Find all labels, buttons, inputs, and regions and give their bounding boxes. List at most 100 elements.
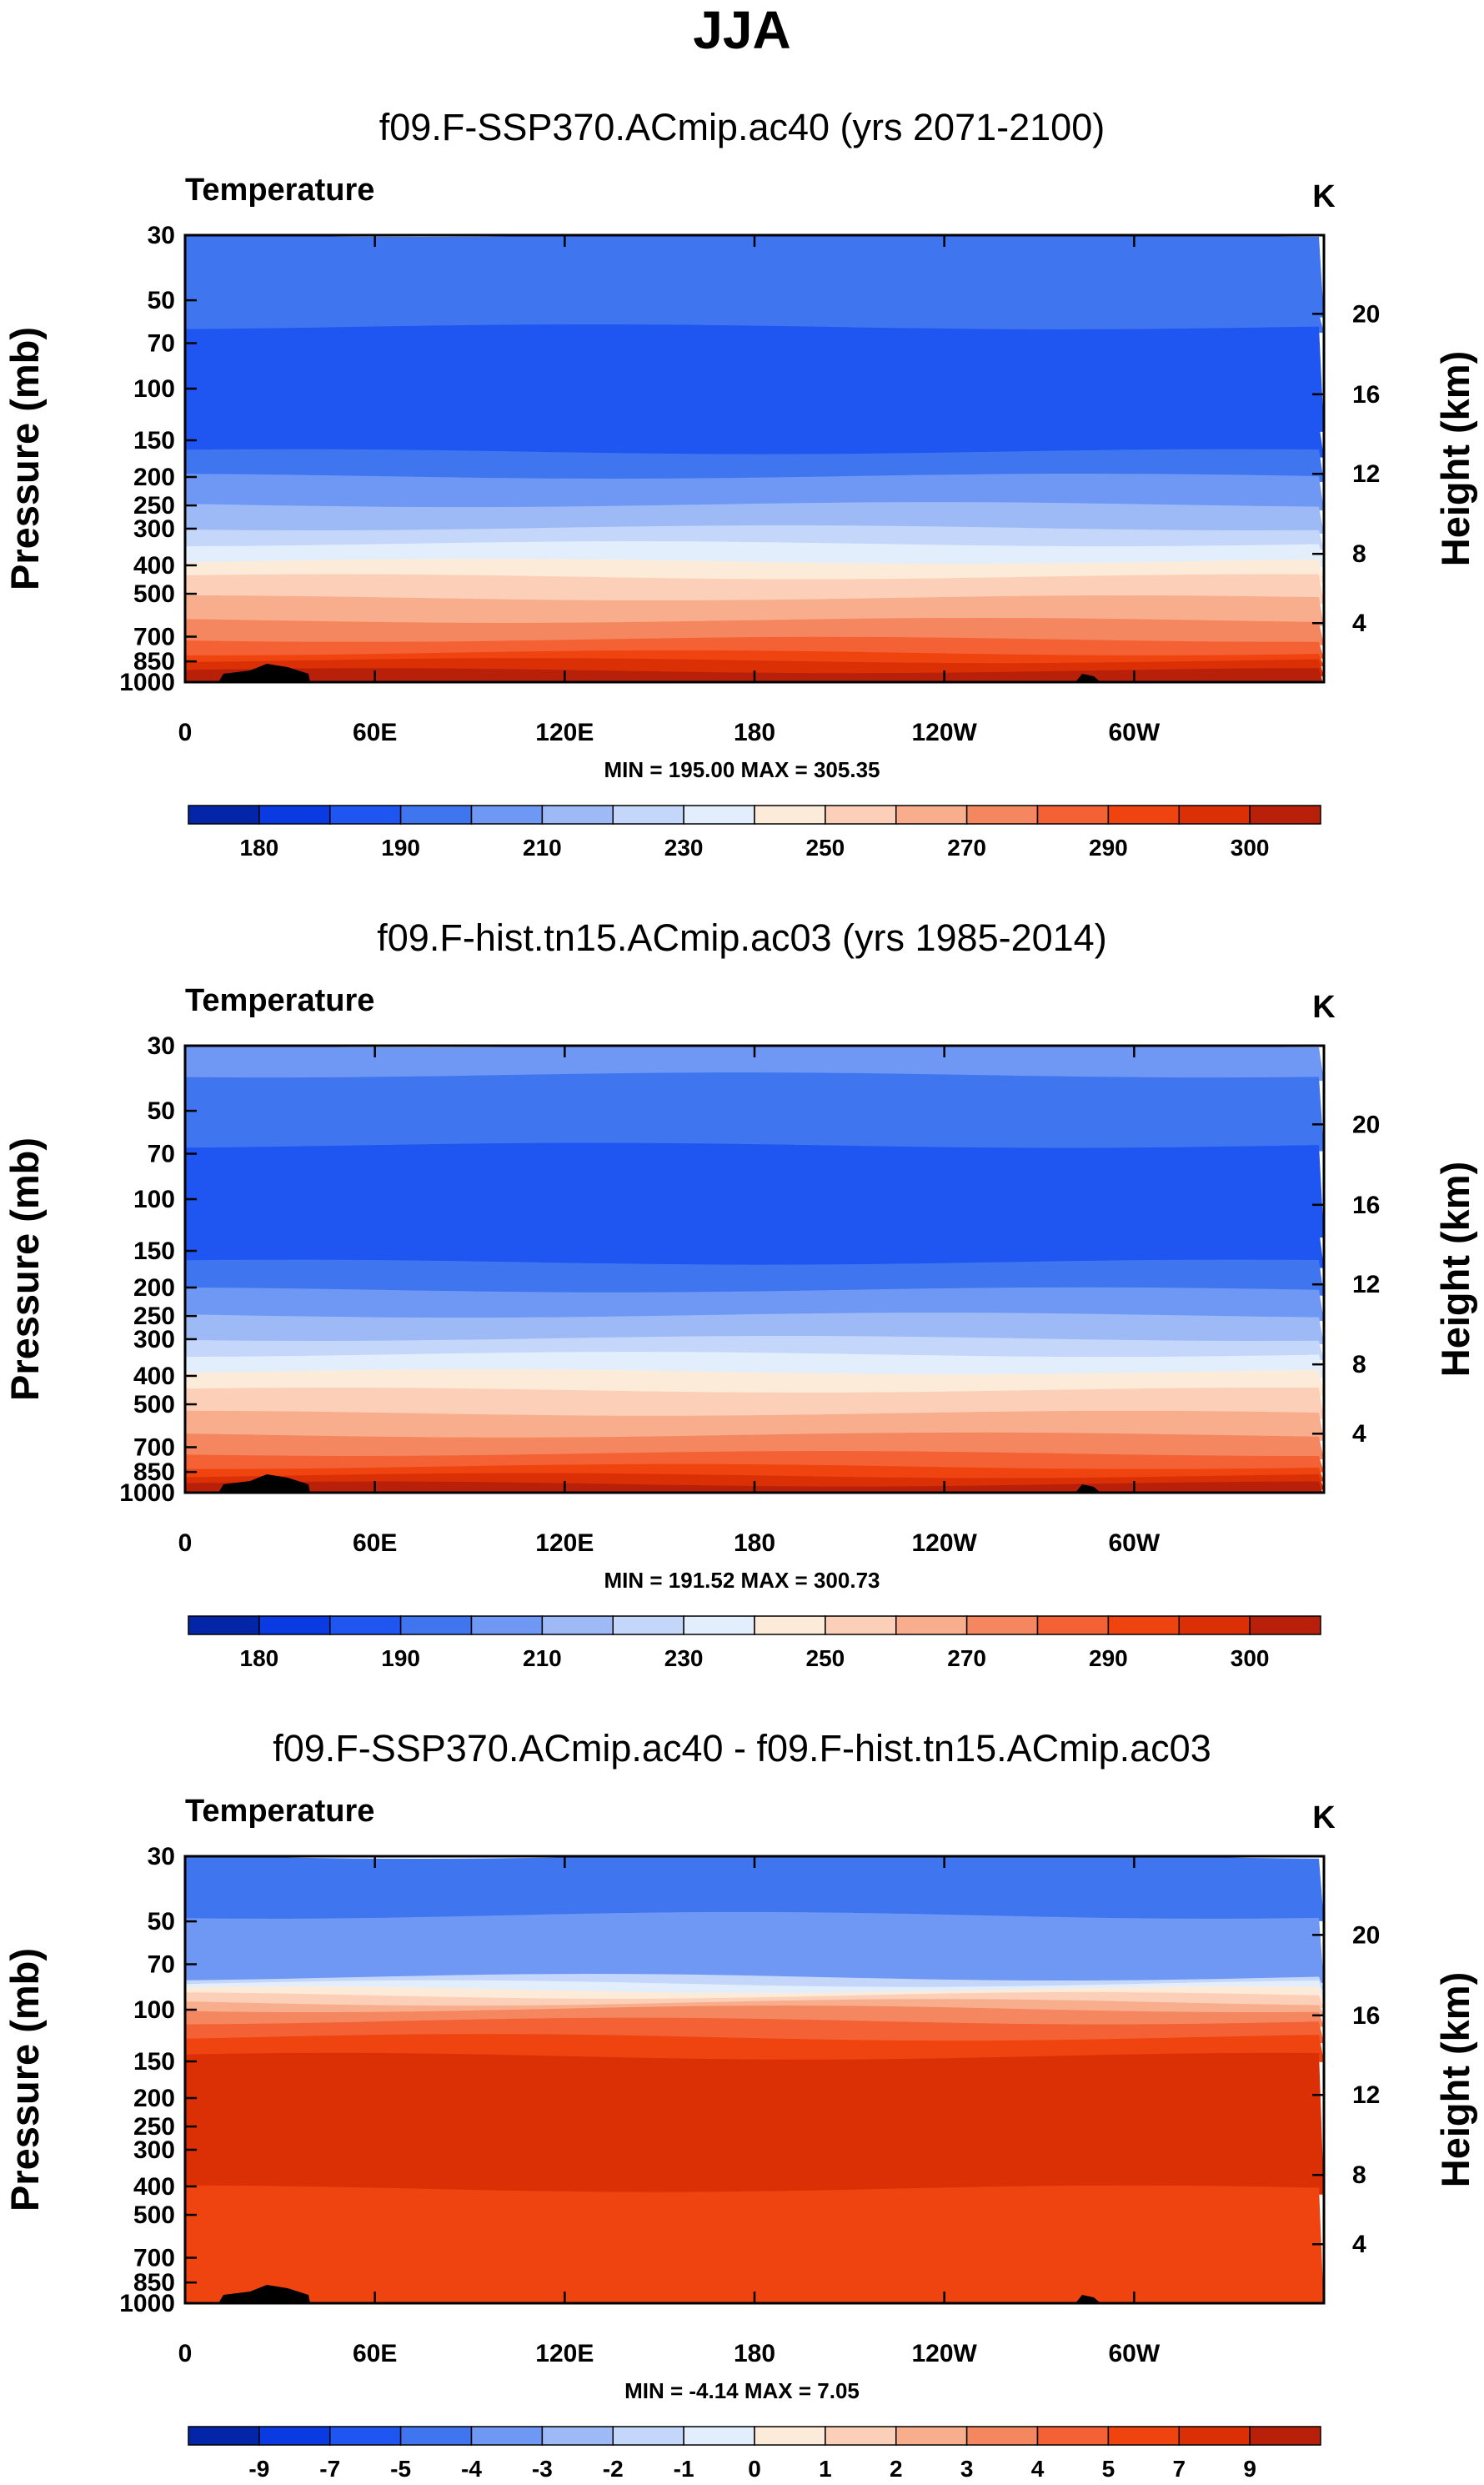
y-tick-label: 100 <box>133 375 175 403</box>
colorbar-box <box>541 1615 614 1635</box>
contour-field <box>185 1046 1324 1493</box>
colorbar-label: 250 <box>806 835 845 861</box>
y-tick-label: 30 <box>148 1843 175 1870</box>
contour-band <box>185 1911 1324 1984</box>
x-tick-label: 60E <box>353 719 397 746</box>
colorbar-label: 270 <box>947 1645 986 1671</box>
units-label: K <box>1312 179 1336 214</box>
contour-band <box>185 235 1324 318</box>
colorbar-box <box>683 1615 755 1635</box>
colorbar-label: 180 <box>240 835 279 861</box>
colorbar-box <box>825 805 897 825</box>
y-tick-label: 300 <box>133 2136 175 2164</box>
y-tick-label: 150 <box>133 1237 175 1265</box>
contour-band <box>185 1046 1324 1082</box>
land-mask <box>1075 2295 1100 2303</box>
colorbar-label: 7 <box>1172 2456 1186 2481</box>
y-right-tick-label: 20 <box>1352 1111 1380 1138</box>
y-tick-label: 70 <box>148 330 175 358</box>
x-tick-label: 0 <box>178 719 193 746</box>
chart-panel-1: f09.F-SSP370.ACmip.ac40 (yrs 2071-2100)T… <box>3 106 1477 861</box>
colorbar-label: 270 <box>947 835 986 861</box>
colorbar-label: 190 <box>381 1645 420 1671</box>
y-tick-label: 1000 <box>119 669 175 696</box>
colorbar-box <box>1107 2426 1180 2446</box>
colorbar-box <box>1036 2426 1110 2446</box>
y-right-axis-title: Height (km) <box>1433 1972 1477 2188</box>
y-tick-label: 200 <box>133 464 175 491</box>
contour-band <box>185 2185 1324 2303</box>
contour-band <box>185 423 1324 458</box>
y-right-tick-label: 12 <box>1352 460 1380 488</box>
y-tick-label: 70 <box>148 1141 175 1168</box>
y-right-axis-title: Height (km) <box>1433 351 1477 567</box>
colorbar-box <box>754 1615 826 1635</box>
x-tick-label: 120W <box>911 719 977 746</box>
x-tick-label: 0 <box>178 1529 193 1557</box>
x-tick-label: 120E <box>535 719 594 746</box>
y-tick-label: 250 <box>133 1303 175 1330</box>
colorbar-label: -9 <box>248 2456 269 2481</box>
y-tick-label: 30 <box>148 1032 175 1060</box>
colorbar-box <box>683 805 755 825</box>
colorbar-label: 5 <box>1102 2456 1116 2481</box>
colorbar-box <box>1178 805 1251 825</box>
colorbar-box <box>1107 1615 1180 1635</box>
colorbar-label: 290 <box>1089 835 1128 861</box>
contour-field <box>185 1856 1324 2303</box>
contour-band <box>185 1259 1324 1296</box>
colorbar-label: 0 <box>748 2456 761 2481</box>
y-right-tick-label: 4 <box>1352 2231 1366 2258</box>
colorbar-box <box>399 805 473 825</box>
colorbar-box <box>470 1615 544 1635</box>
y-tick-label: 150 <box>133 2048 175 2076</box>
contour-band <box>185 1287 1324 1322</box>
colorbar-label: -4 <box>461 2456 482 2481</box>
colorbar-box <box>188 1615 260 1635</box>
y-right-tick-label: 4 <box>1352 610 1366 637</box>
colorbar-label: 190 <box>381 835 420 861</box>
contour-band <box>185 324 1324 432</box>
x-tick-label: 60E <box>353 1529 397 1557</box>
colorbar-box <box>258 1615 331 1635</box>
land-mask <box>1075 674 1100 682</box>
panel-title: f09.F-SSP370.ACmip.ac40 - f09.F-hist.tn1… <box>273 1727 1211 1770</box>
chart-panel-2: f09.F-hist.tn15.ACmip.ac03 (yrs 1985-201… <box>3 916 1477 1671</box>
y-right-tick-label: 12 <box>1352 2081 1380 2109</box>
x-tick-label: 120W <box>911 1529 977 1557</box>
y-tick-label: 400 <box>133 2173 175 2201</box>
y-tick-label: 100 <box>133 1186 175 1213</box>
y-right-tick-label: 4 <box>1352 1420 1366 1448</box>
colorbar-box <box>541 2426 614 2446</box>
units-label: K <box>1312 1800 1336 1835</box>
y-right-tick-label: 16 <box>1352 381 1380 409</box>
x-tick-label: 180 <box>734 1529 775 1557</box>
colorbar-box <box>1178 2426 1251 2446</box>
y-right-tick-label: 8 <box>1352 540 1366 568</box>
colorbar-box <box>1107 805 1180 825</box>
variable-label: Temperature <box>185 983 374 1018</box>
y-tick-label: 250 <box>133 492 175 520</box>
x-tick-label: 120E <box>535 2340 594 2367</box>
contour-band <box>185 1432 1324 1459</box>
colorbar-box <box>188 805 260 825</box>
colorbar-label: 210 <box>523 1645 562 1671</box>
x-tick-label: 60W <box>1108 719 1160 746</box>
colorbar-label: -7 <box>319 2456 340 2481</box>
x-tick-label: 180 <box>734 719 775 746</box>
contour-field <box>185 235 1324 682</box>
y-tick-label: 500 <box>133 580 175 608</box>
colorbar-box <box>895 805 968 825</box>
min-max-label: MIN = 191.52 MAX = 300.73 <box>604 1568 880 1593</box>
colorbar-box <box>825 1615 897 1635</box>
colorbar-box <box>470 805 544 825</box>
y-tick-label: 200 <box>133 1274 175 1302</box>
panels: f09.F-SSP370.ACmip.ac40 (yrs 2071-2100)T… <box>3 106 1477 2482</box>
y-axis-title: Pressure (mb) <box>3 1137 47 1401</box>
land-mask <box>218 1474 310 1493</box>
colorbar-label: 3 <box>960 2456 974 2481</box>
y-right-tick-label: 20 <box>1352 300 1380 328</box>
y-tick-label: 300 <box>133 515 175 543</box>
y-tick-label: 500 <box>133 1391 175 1418</box>
